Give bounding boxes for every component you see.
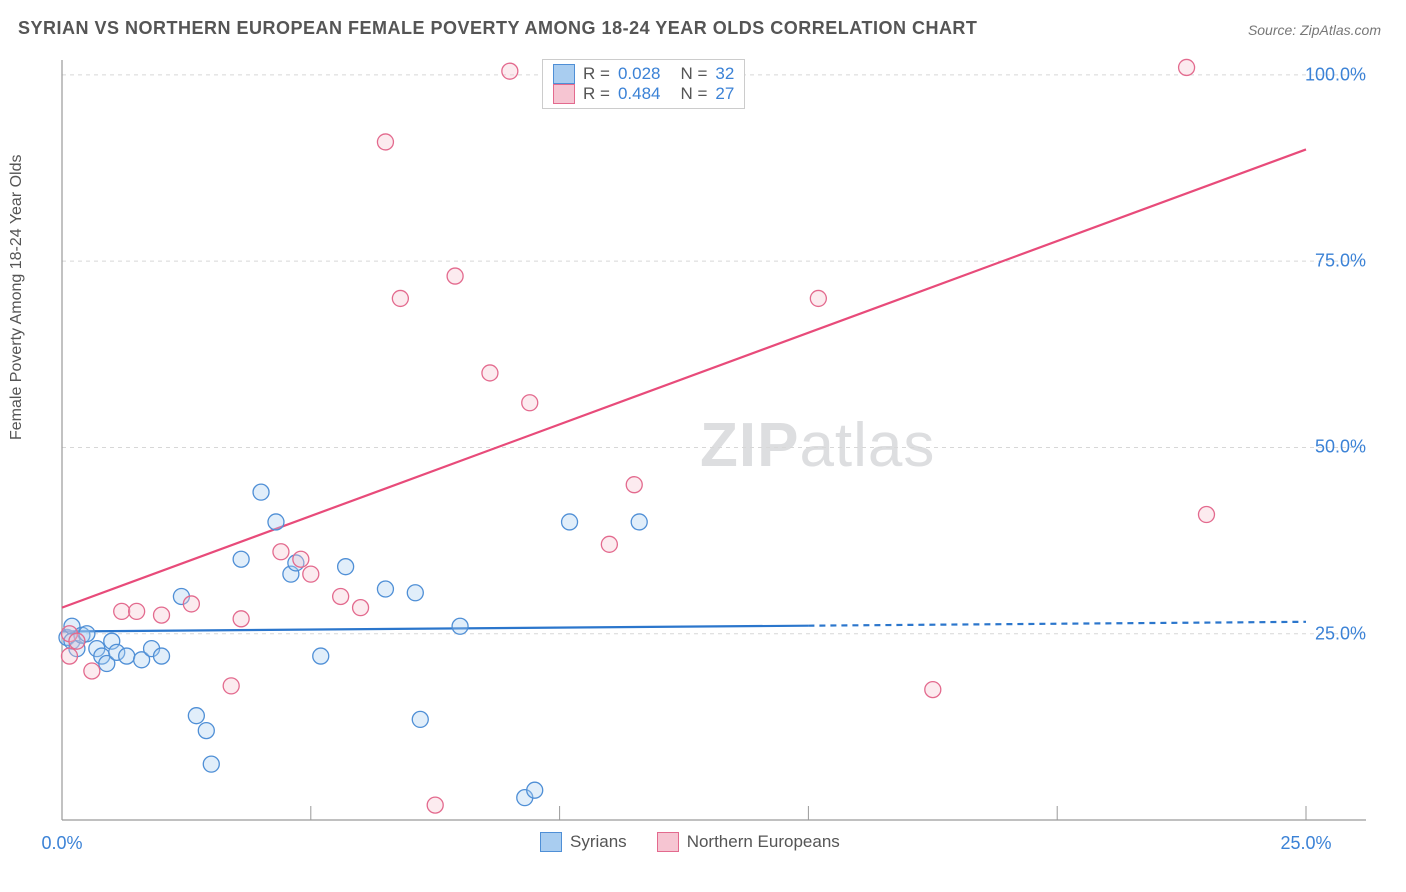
legend-row-northern: R = 0.484 N = 27 — [553, 84, 734, 104]
chart-title: SYRIAN VS NORTHERN EUROPEAN FEMALE POVER… — [18, 18, 977, 39]
swatch-northern-bottom — [657, 832, 679, 852]
x-tick-label: 0.0% — [41, 833, 82, 854]
correlation-legend: R = 0.028 N = 32 R = 0.484 N = 27 — [542, 59, 745, 109]
source-attribution: Source: ZipAtlas.com — [1248, 22, 1381, 38]
x-tick-label: 25.0% — [1280, 833, 1331, 854]
legend-row-syrians: R = 0.028 N = 32 — [553, 64, 734, 84]
y-tick-label: 25.0% — [1315, 623, 1366, 644]
legend-item-syrians: Syrians — [540, 832, 627, 852]
y-tick-label: 50.0% — [1315, 437, 1366, 458]
swatch-syrians-bottom — [540, 832, 562, 852]
y-axis-label: Female Poverty Among 18-24 Year Olds — [8, 155, 26, 441]
series-legend: Syrians Northern Europeans — [540, 832, 840, 852]
swatch-syrians — [553, 64, 575, 84]
chart-plot-area: 25.0%50.0%75.0%100.0%0.0%25.0% — [56, 56, 1376, 826]
y-tick-label: 75.0% — [1315, 251, 1366, 272]
scatter-chart-svg — [56, 56, 1376, 826]
swatch-northern — [553, 84, 575, 104]
y-tick-label: 100.0% — [1305, 64, 1366, 85]
legend-item-northern: Northern Europeans — [657, 832, 840, 852]
